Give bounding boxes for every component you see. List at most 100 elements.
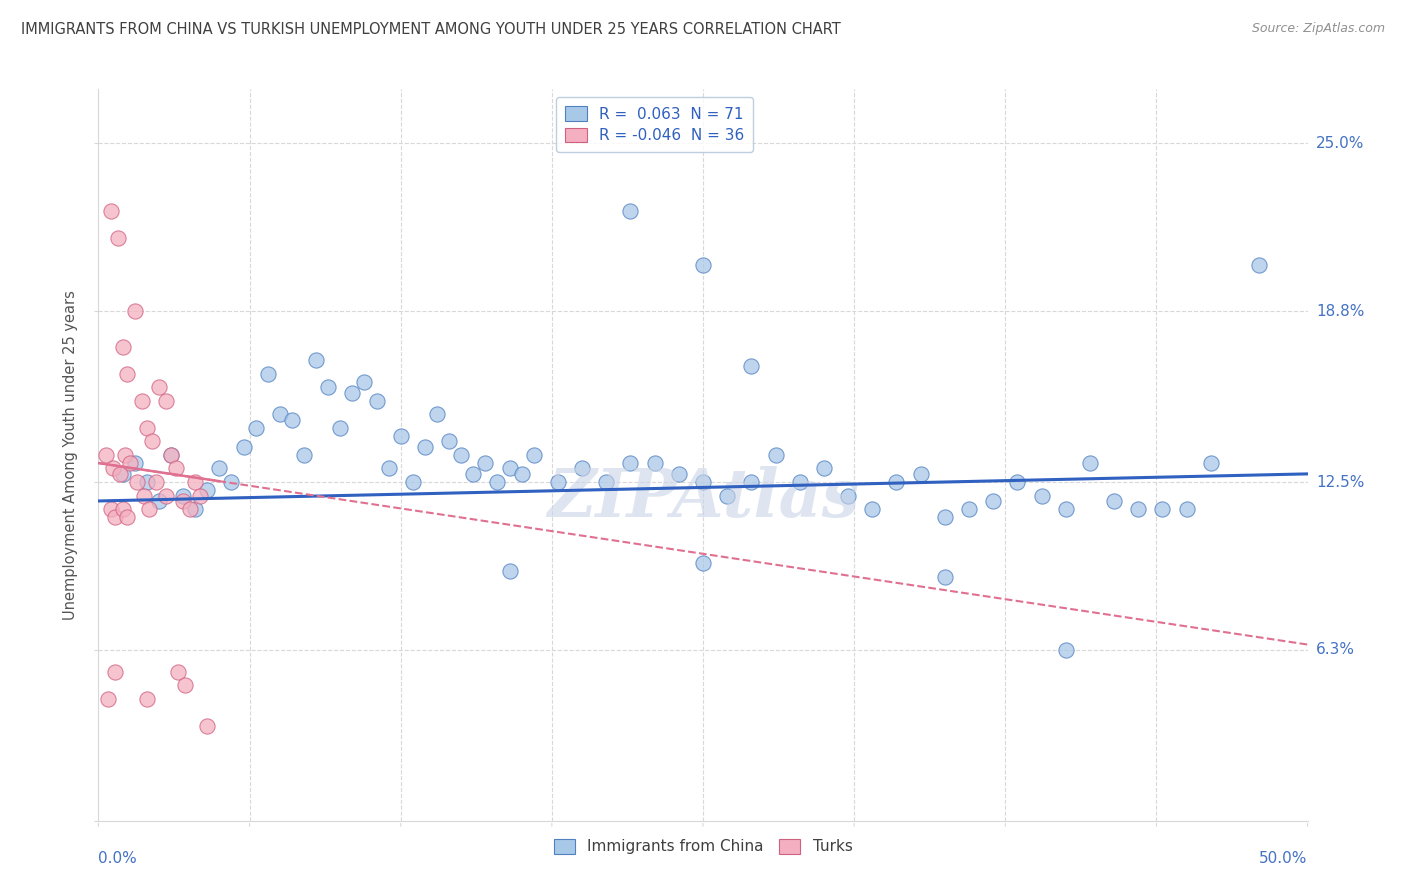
Point [165,461,187,475]
Point [813,461,835,475]
Point [124,456,146,470]
Point [498,461,520,475]
Point [366,393,388,408]
Point [595,475,617,489]
Point [145,475,167,489]
Point [245,421,267,435]
Point [195,483,218,497]
Point [437,434,460,449]
Point [131,393,153,408]
Text: 25.0%: 25.0% [1316,136,1364,151]
Point [108,467,131,481]
Text: Source: ZipAtlas.com: Source: ZipAtlas.com [1251,22,1385,36]
Point [135,421,157,435]
Text: ZIPAtlas: ZIPAtlas [547,467,859,532]
Point [510,467,533,481]
Point [450,448,472,462]
Point [155,489,177,503]
Point [172,494,194,508]
Point [111,467,134,481]
Point [486,475,509,489]
Point [111,502,134,516]
Point [740,475,762,489]
Point [104,510,127,524]
Point [402,475,425,489]
Point [208,461,231,475]
Point [619,204,641,219]
Point [1102,494,1125,508]
Point [426,407,449,421]
Point [316,380,339,394]
Point [1249,258,1271,272]
Point [107,231,129,245]
Point [523,448,546,462]
Point [160,448,183,462]
Point [94,448,117,462]
Point [134,489,156,503]
Point [353,375,375,389]
Text: 12.5%: 12.5% [1316,475,1364,490]
Point [740,359,762,373]
Point [498,565,520,579]
Point [1031,489,1053,503]
Point [292,448,315,462]
Point [692,258,714,272]
Point [135,691,157,706]
Text: IMMIGRANTS FROM CHINA VS TURKISH UNEMPLOYMENT AMONG YOUTH UNDER 25 YEARS CORRELA: IMMIGRANTS FROM CHINA VS TURKISH UNEMPLO… [21,22,841,37]
Text: 18.8%: 18.8% [1316,304,1364,318]
Point [100,204,122,219]
Point [256,367,278,381]
Point [135,475,157,489]
Point [1054,643,1077,657]
Text: 50.0%: 50.0% [1260,851,1308,866]
Point [138,502,160,516]
Point [104,665,127,679]
Point [167,665,190,679]
Point [221,475,243,489]
Point [148,380,170,394]
Point [100,502,122,516]
Point [377,461,399,475]
Point [114,448,136,462]
Point [174,678,197,692]
Point [1128,502,1150,516]
Point [97,691,120,706]
Point [619,456,641,470]
Point [342,385,364,400]
Point [179,502,201,516]
Point [389,429,412,443]
Point [1175,502,1198,516]
Point [668,467,690,481]
Point [184,475,207,489]
Point [117,510,139,524]
Point [463,467,485,481]
Point [692,556,714,570]
Point [1199,456,1222,470]
Point [644,456,666,470]
Point [1078,456,1101,470]
Text: 0.0%: 0.0% [98,851,138,866]
Point [111,340,134,354]
Point [124,304,146,318]
Point [141,434,163,449]
Point [765,448,787,462]
Point [148,494,170,508]
Point [118,456,141,470]
Point [117,367,139,381]
Point [188,489,211,503]
Point [160,448,183,462]
Point [910,467,932,481]
Point [934,510,956,524]
Point [232,440,254,454]
Y-axis label: Unemployment Among Youth under 25 years: Unemployment Among Youth under 25 years [63,290,79,620]
Point [934,570,956,584]
Point [305,353,328,368]
Point [789,475,811,489]
Point [184,502,207,516]
Point [571,461,593,475]
Point [195,719,218,733]
Point [127,475,149,489]
Point [957,502,980,516]
Point [281,413,304,427]
Point [413,440,436,454]
